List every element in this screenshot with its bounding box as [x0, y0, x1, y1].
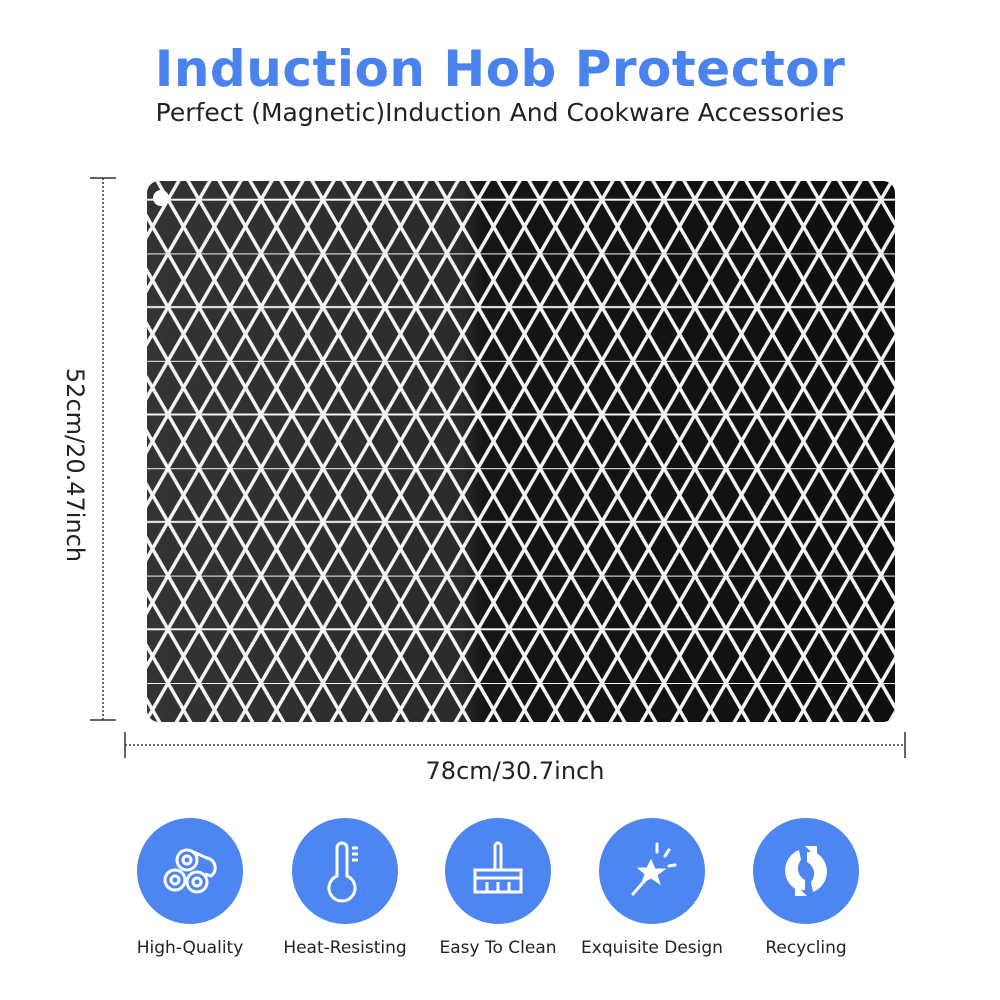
- feature-high-quality: High-Quality: [110, 818, 270, 958]
- feature-label: Exquisite Design: [581, 938, 723, 958]
- hanging-hole: [153, 190, 169, 206]
- feature-recycling: Recycling: [726, 818, 886, 958]
- broom-icon: [473, 841, 523, 894]
- page-subtitle: Perfect (Magnetic)Induction And Cookware…: [155, 98, 845, 127]
- thermometer-icon: [327, 841, 358, 903]
- rolls-icon: [163, 848, 217, 894]
- geometric-pattern: [147, 181, 895, 722]
- height-dimension-label: 52cm/20.47inch: [61, 367, 89, 563]
- feature-easy-to-clean: Easy To Clean: [418, 818, 578, 958]
- feature-exquisite-design: Exquisite Design: [572, 818, 732, 958]
- feature-heat-resisting: Heat-Resisting: [265, 818, 425, 958]
- feature-label: High-Quality: [136, 938, 244, 958]
- feature-label: Heat-Resisting: [283, 938, 407, 958]
- magic-wand-icon: [631, 842, 677, 896]
- feature-label: Recycling: [765, 938, 847, 958]
- width-dimension-label: 78cm/30.7inch: [425, 757, 605, 785]
- page-title: Induction Hob Protector: [154, 40, 846, 98]
- feature-label: Easy To Clean: [439, 938, 557, 958]
- hob-protector-mat: [147, 181, 895, 722]
- recycle-icon: [785, 846, 827, 896]
